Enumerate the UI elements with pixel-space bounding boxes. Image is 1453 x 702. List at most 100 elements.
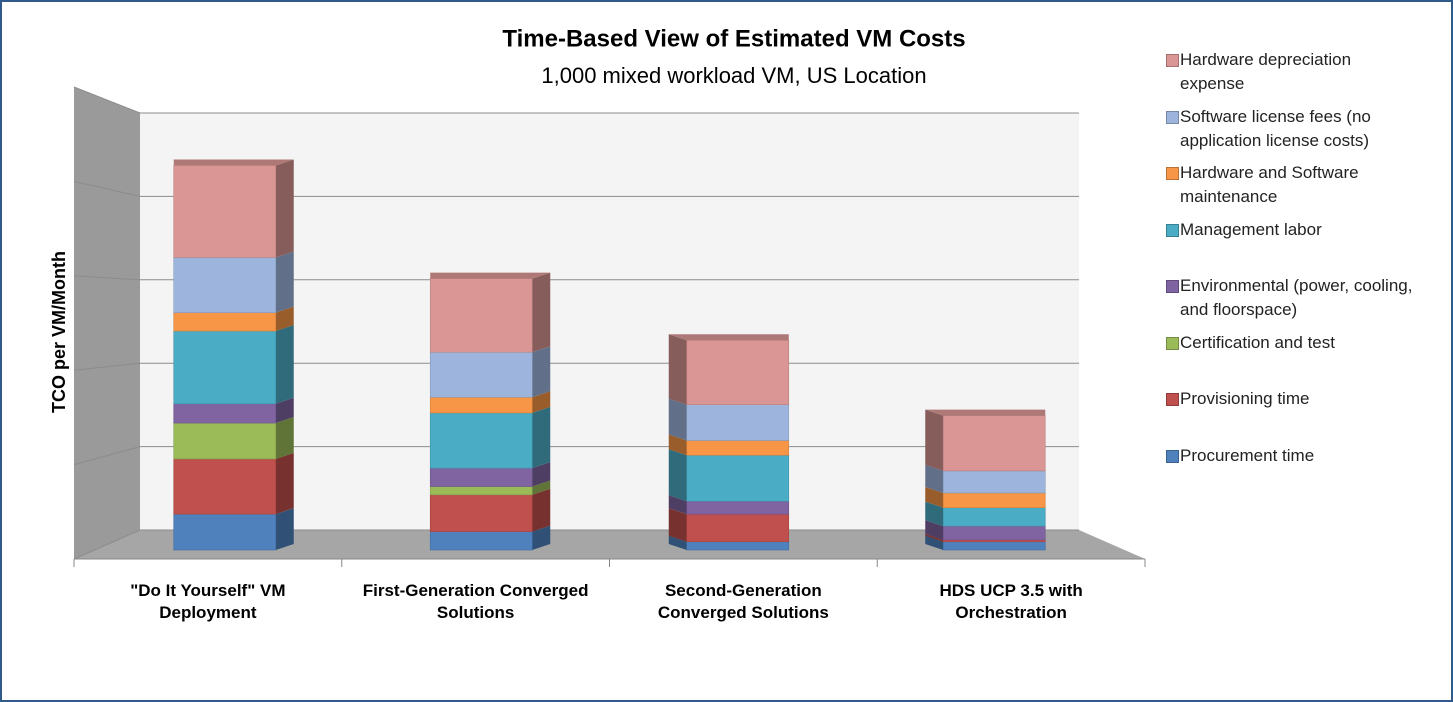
bar-side [532, 480, 551, 495]
bar-side [925, 486, 944, 508]
legend-item: Management labor [1166, 218, 1420, 242]
bar-segment [429, 486, 533, 496]
bar-segment [429, 412, 533, 469]
bar-segment [429, 494, 533, 532]
legend-swatch [1166, 280, 1179, 293]
legend-label: Software license fees (no application li… [1180, 106, 1371, 150]
bar-side [668, 535, 687, 550]
bar-top [430, 272, 551, 279]
legend-label: Hardware depreciation expense [1180, 50, 1352, 93]
chart-title: Time-Based View of Estimated VM Costs [502, 25, 965, 52]
bar-side [275, 417, 294, 459]
bar-side [532, 346, 551, 398]
bar-segment [686, 404, 790, 441]
bar-segment [686, 513, 790, 543]
bar-segment [942, 541, 1046, 551]
bar-side [925, 533, 944, 542]
bar-segment [942, 415, 1046, 472]
bar-side [275, 397, 294, 424]
legend-item: Environmental (power, cooling, and floor… [1166, 274, 1420, 322]
legend-item: Procurement time [1166, 444, 1420, 468]
bar-side [275, 306, 294, 332]
bar-segment [173, 458, 277, 515]
legend-label: Management labor [1180, 219, 1322, 239]
bar-segment [429, 278, 533, 353]
bar-segment [686, 440, 790, 456]
bar-side [275, 251, 294, 313]
bar-side [275, 452, 294, 515]
legend-swatch [1166, 167, 1179, 180]
bar-side [532, 272, 551, 353]
bar-segment [173, 513, 277, 551]
x-tick-label: Second-Generation Converged Solutions [657, 581, 829, 622]
bar-side [275, 159, 294, 258]
bar-segment [686, 541, 790, 551]
x-tick-label: "Do It Yourself" VM Deployment [130, 581, 286, 622]
legend-swatch [1166, 54, 1179, 67]
bar-segment [686, 339, 790, 405]
bar-top [668, 334, 789, 341]
bar-top [173, 159, 294, 166]
bar-segment [173, 165, 277, 258]
bar-side [668, 508, 687, 542]
bar-side [275, 325, 294, 404]
bar-side [275, 508, 294, 550]
bar-side [925, 520, 944, 540]
bar-side [668, 495, 687, 515]
bar-segment [173, 257, 277, 313]
legend-item: Hardware depreciation expense [1166, 48, 1420, 96]
bar-side [668, 449, 687, 502]
bar-segment [173, 422, 277, 460]
legend-item: Provisioning time [1166, 387, 1420, 411]
bar-side [532, 462, 551, 487]
bar-side [532, 525, 551, 550]
bar-side [925, 535, 944, 550]
bar-segment [942, 525, 1046, 541]
left-wall [74, 87, 140, 559]
bar-segment [173, 403, 277, 424]
bar-side [532, 406, 551, 469]
bar-side [668, 398, 687, 441]
bar-segment [429, 351, 533, 398]
bar-side [925, 501, 944, 527]
bar-segment [429, 467, 533, 487]
legend-item: Certification and test [1166, 331, 1420, 355]
bar-segment [429, 531, 533, 551]
legend-swatch [1166, 223, 1179, 237]
legend-label: Procurement time [1180, 445, 1315, 465]
bar-side [925, 464, 944, 493]
legend-label: Provisioning time [1180, 389, 1310, 408]
bar-side [532, 391, 551, 413]
grid-line [73, 275, 1079, 281]
bar-segment [942, 507, 1046, 527]
legend-item: Software license fees (no application li… [1166, 105, 1420, 153]
legend-label: Hardware and Software maintenance [1180, 163, 1359, 206]
legend-item: Hardware and Software maintenance [1166, 161, 1420, 209]
legend-swatch [1166, 449, 1179, 463]
bar-side [668, 334, 687, 405]
bar-top [925, 409, 1046, 416]
y-axis-label: TCO per VM/Month [49, 251, 69, 413]
legend-label: Certification and test [1180, 332, 1335, 352]
bar-segment [173, 312, 277, 332]
x-tick-label: First-Generation Converged Solutions [362, 581, 589, 622]
grid-line [73, 86, 1079, 114]
bar-segment [429, 396, 533, 414]
legend-swatch [1166, 393, 1179, 406]
back-wall [140, 113, 1079, 530]
bar-segment [686, 454, 790, 502]
x-tick-label: HDS UCP 3.5 with Orchestration [939, 581, 1083, 622]
bar-side [668, 434, 687, 456]
chart-subtitle: 1,000 mixed workload VM, US Location [541, 63, 926, 88]
legend-swatch [1166, 336, 1179, 350]
bar-segment [173, 330, 277, 405]
bar-segment [942, 470, 1046, 494]
floor [74, 530, 1145, 559]
bar-side [925, 409, 944, 471]
bar-segment [686, 500, 790, 515]
bar-side [532, 488, 551, 532]
grid-line [73, 180, 1079, 197]
legend-swatch [1166, 110, 1179, 124]
